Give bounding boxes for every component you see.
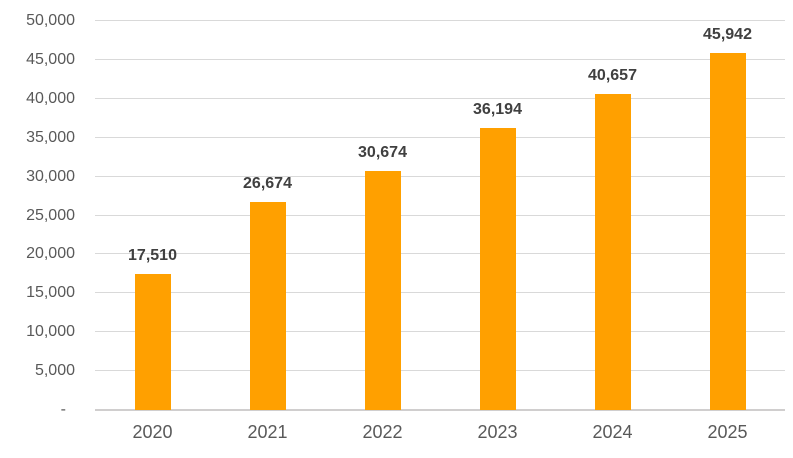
data-label-2022: 30,674 xyxy=(358,144,407,162)
data-label-2023: 36,194 xyxy=(473,101,522,119)
y-axis-tick-label: 40,000 xyxy=(26,89,75,107)
bar-2022 xyxy=(364,171,401,410)
gridline xyxy=(95,97,785,99)
y-axis-tick-label: 15,000 xyxy=(26,284,75,302)
y-axis-tick-label: 45,000 xyxy=(26,50,75,68)
x-axis-tick-label-2020: 2020 xyxy=(132,422,173,442)
y-axis-tick-label: 30,000 xyxy=(26,167,75,185)
y-axis-tick-label: 50,000 xyxy=(26,12,75,29)
bar-2024 xyxy=(594,93,631,410)
bar-2023 xyxy=(479,128,516,410)
data-label-2025: 45,942 xyxy=(703,25,752,43)
gridline xyxy=(95,253,785,255)
y-axis-tick-label: 10,000 xyxy=(26,323,75,341)
gridline xyxy=(95,292,785,294)
gridline xyxy=(95,20,785,21)
bar-2021 xyxy=(249,202,286,410)
data-label-2024: 40,657 xyxy=(588,66,637,84)
y-axis-tick-label: 5,000 xyxy=(34,362,75,380)
gridline xyxy=(95,331,785,333)
y-axis-tick-label: 35,000 xyxy=(26,128,75,146)
plot-area: 17,510 26,674 30,674 36,194 40,657 45,942 xyxy=(95,20,785,411)
x-axis-tick-label-2025: 2025 xyxy=(707,422,748,442)
y-axis-tick-label: 20,000 xyxy=(26,245,75,263)
gridline xyxy=(95,136,785,138)
gridline xyxy=(95,370,785,372)
data-label-2021: 26,674 xyxy=(243,175,292,193)
gridline xyxy=(95,58,785,60)
data-label-2020: 17,510 xyxy=(128,246,177,264)
gridline xyxy=(95,214,785,216)
x-axis-tick-label-2024: 2024 xyxy=(592,422,633,442)
x-axis-tick-label-2022: 2022 xyxy=(362,422,403,442)
bar-2025 xyxy=(709,52,746,410)
x-axis-tick-label-2021: 2021 xyxy=(247,422,288,442)
bar-2020 xyxy=(134,273,171,410)
gridline xyxy=(95,175,785,177)
y-axis-tick-label: - xyxy=(60,401,66,418)
x-axis-tick-label-2023: 2023 xyxy=(477,422,518,442)
y-axis-tick-label: 25,000 xyxy=(26,206,75,224)
x-axis-line xyxy=(95,409,785,411)
